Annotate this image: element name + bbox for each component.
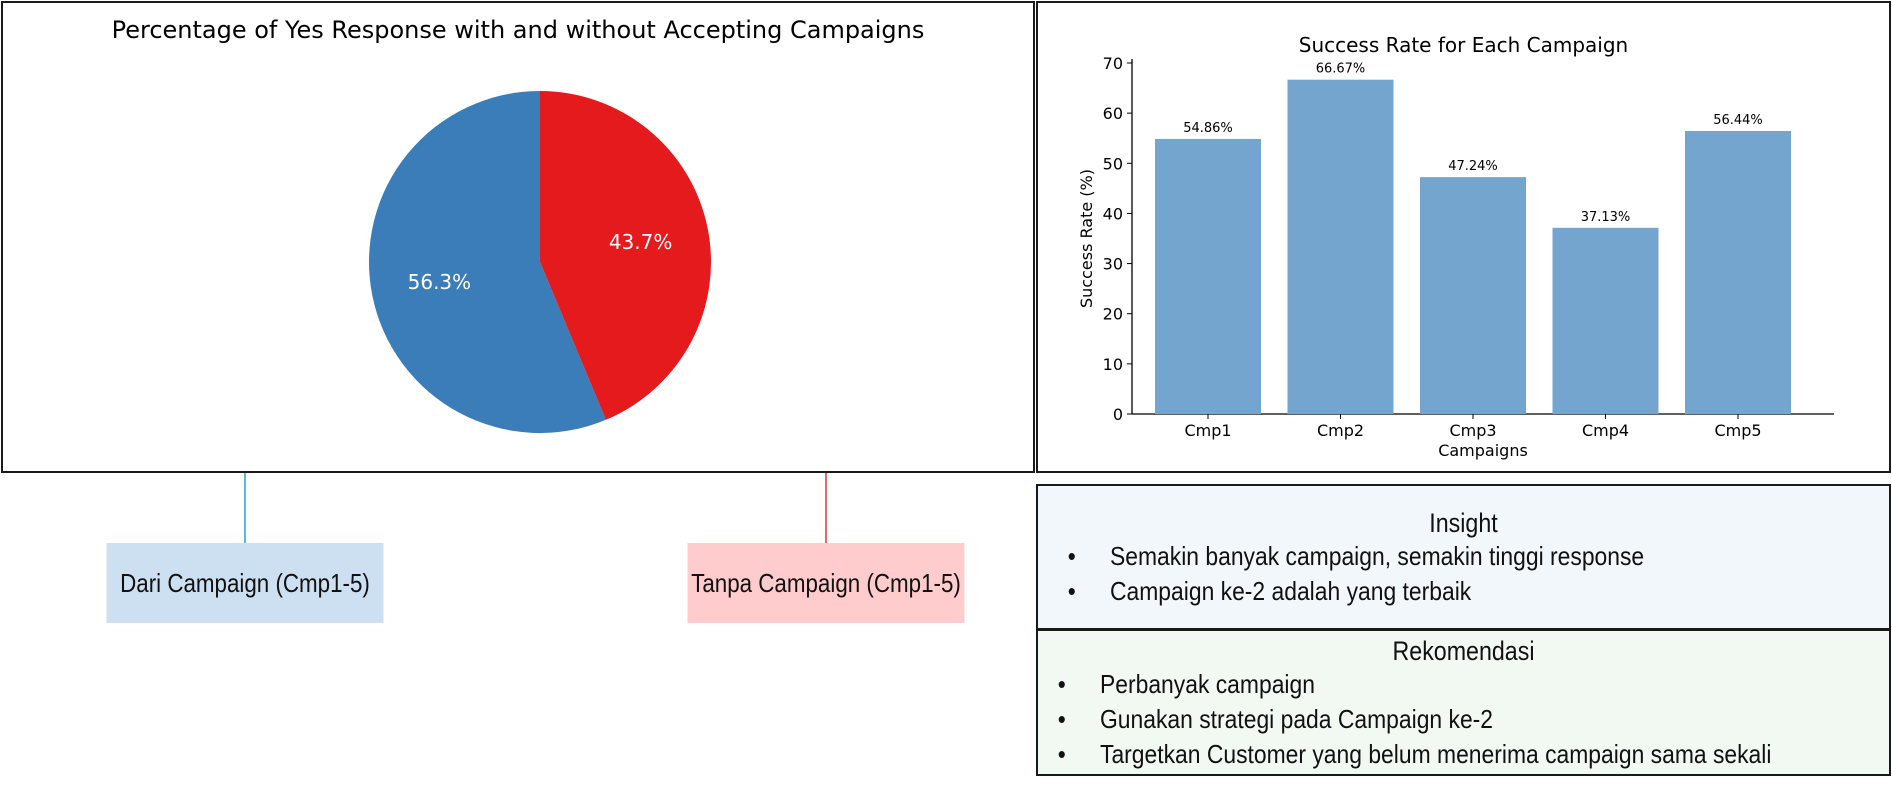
- without-campaign-label-box: Tanpa Campaign (Cmp1-5): [687, 543, 965, 623]
- pie-slice-label: 43.7%: [609, 230, 673, 254]
- x-tick-label: Cmp4: [1582, 421, 1629, 440]
- x-tick-label: Cmp2: [1317, 421, 1364, 440]
- y-tick-label: 50: [1103, 154, 1123, 173]
- bar-chart-panel: Success Rate for Each Campaign 0 10 20 30 40…: [1036, 1, 1891, 473]
- y-tick-label: 70: [1103, 54, 1123, 73]
- bar-chart-title: Success Rate for Each Campaign: [1298, 33, 1629, 57]
- bar-data-label: 54.86%: [1183, 121, 1233, 136]
- x-tick-label: Cmp1: [1184, 421, 1231, 440]
- bar-data-label: 37.13%: [1581, 210, 1631, 225]
- bar: [1287, 79, 1394, 414]
- pie-chart: 56.3% 43.7%: [369, 91, 711, 433]
- y-tick-label: 0: [1113, 405, 1123, 424]
- pie-chart-panel: Percentage of Yes Response with and with…: [1, 1, 1035, 473]
- recommendation-item-text: Perbanyak campaign: [1100, 669, 1315, 699]
- y-tick-label: 30: [1103, 255, 1123, 274]
- y-tick-label: 20: [1103, 305, 1123, 324]
- bar-chart: 0 10 20 30 40 50 60 70 54.86% Cmp1 66.67% Cmp2 47.24…: [1077, 54, 1834, 460]
- bar-data-label: 47.24%: [1448, 159, 1498, 174]
- x-axis-title: Campaigns: [1438, 441, 1528, 460]
- recommendation-item: • Gunakan strategi pada Campaign ke-2: [1057, 704, 1494, 734]
- insight-item-text: Semakin banyak campaign, semakin tinggi …: [1110, 541, 1645, 571]
- bar: [1685, 130, 1791, 414]
- recommendation-item: • Perbanyak campaign: [1057, 669, 1315, 699]
- bar-data-label: 66.67%: [1316, 62, 1366, 77]
- bar: [1420, 177, 1526, 414]
- recommendation-box: Rekomendasi • Perbanyak campaign • Gunakan…: [1036, 629, 1891, 776]
- y-tick-label: 60: [1103, 104, 1123, 123]
- pie-slice: [369, 91, 606, 433]
- pie-slice-label: 56.3%: [408, 270, 472, 294]
- y-tick-label: 40: [1103, 204, 1123, 223]
- insight-title: Insight: [1429, 508, 1498, 538]
- insight-list: • Semakin banyak campaign, semakin tinggi…: [1067, 539, 1889, 609]
- with-campaign-label-box: Dari Campaign (Cmp1-5): [106, 543, 384, 623]
- pie-chart-title: Percentage of Yes Response with and with…: [111, 16, 925, 44]
- recommendation-list: • Perbanyak campaign • Gunakan strategi pa…: [1057, 667, 1889, 772]
- insight-item: • Campaign ke-2 adalah yang terbaik: [1067, 576, 1472, 606]
- insight-box: Insight • Semakin banyak campaign, semaki…: [1036, 484, 1891, 630]
- y-axis-title: Success Rate (%): [1077, 169, 1096, 308]
- x-tick-label: Cmp3: [1449, 421, 1496, 440]
- recommendation-item-text: Gunakan strategi pada Campaign ke-2: [1100, 704, 1494, 734]
- x-tick-label: Cmp5: [1714, 421, 1761, 440]
- y-tick-label: 10: [1103, 355, 1123, 374]
- pie-slice: [540, 91, 711, 420]
- recommendation-title: Rekomendasi: [1392, 636, 1535, 666]
- bar: [1552, 227, 1659, 414]
- recommendation-item-text: Targetkan Customer yang belum menerima c…: [1100, 739, 1772, 769]
- insight-item-text: Campaign ke-2 adalah yang terbaik: [1110, 576, 1472, 606]
- insight-item: • Semakin banyak campaign, semakin tinggi…: [1067, 541, 1645, 571]
- bar: [1155, 138, 1261, 414]
- recommendation-item: • Targetkan Customer yang belum menerima …: [1057, 739, 1772, 769]
- bar-data-label: 56.44%: [1713, 113, 1763, 128]
